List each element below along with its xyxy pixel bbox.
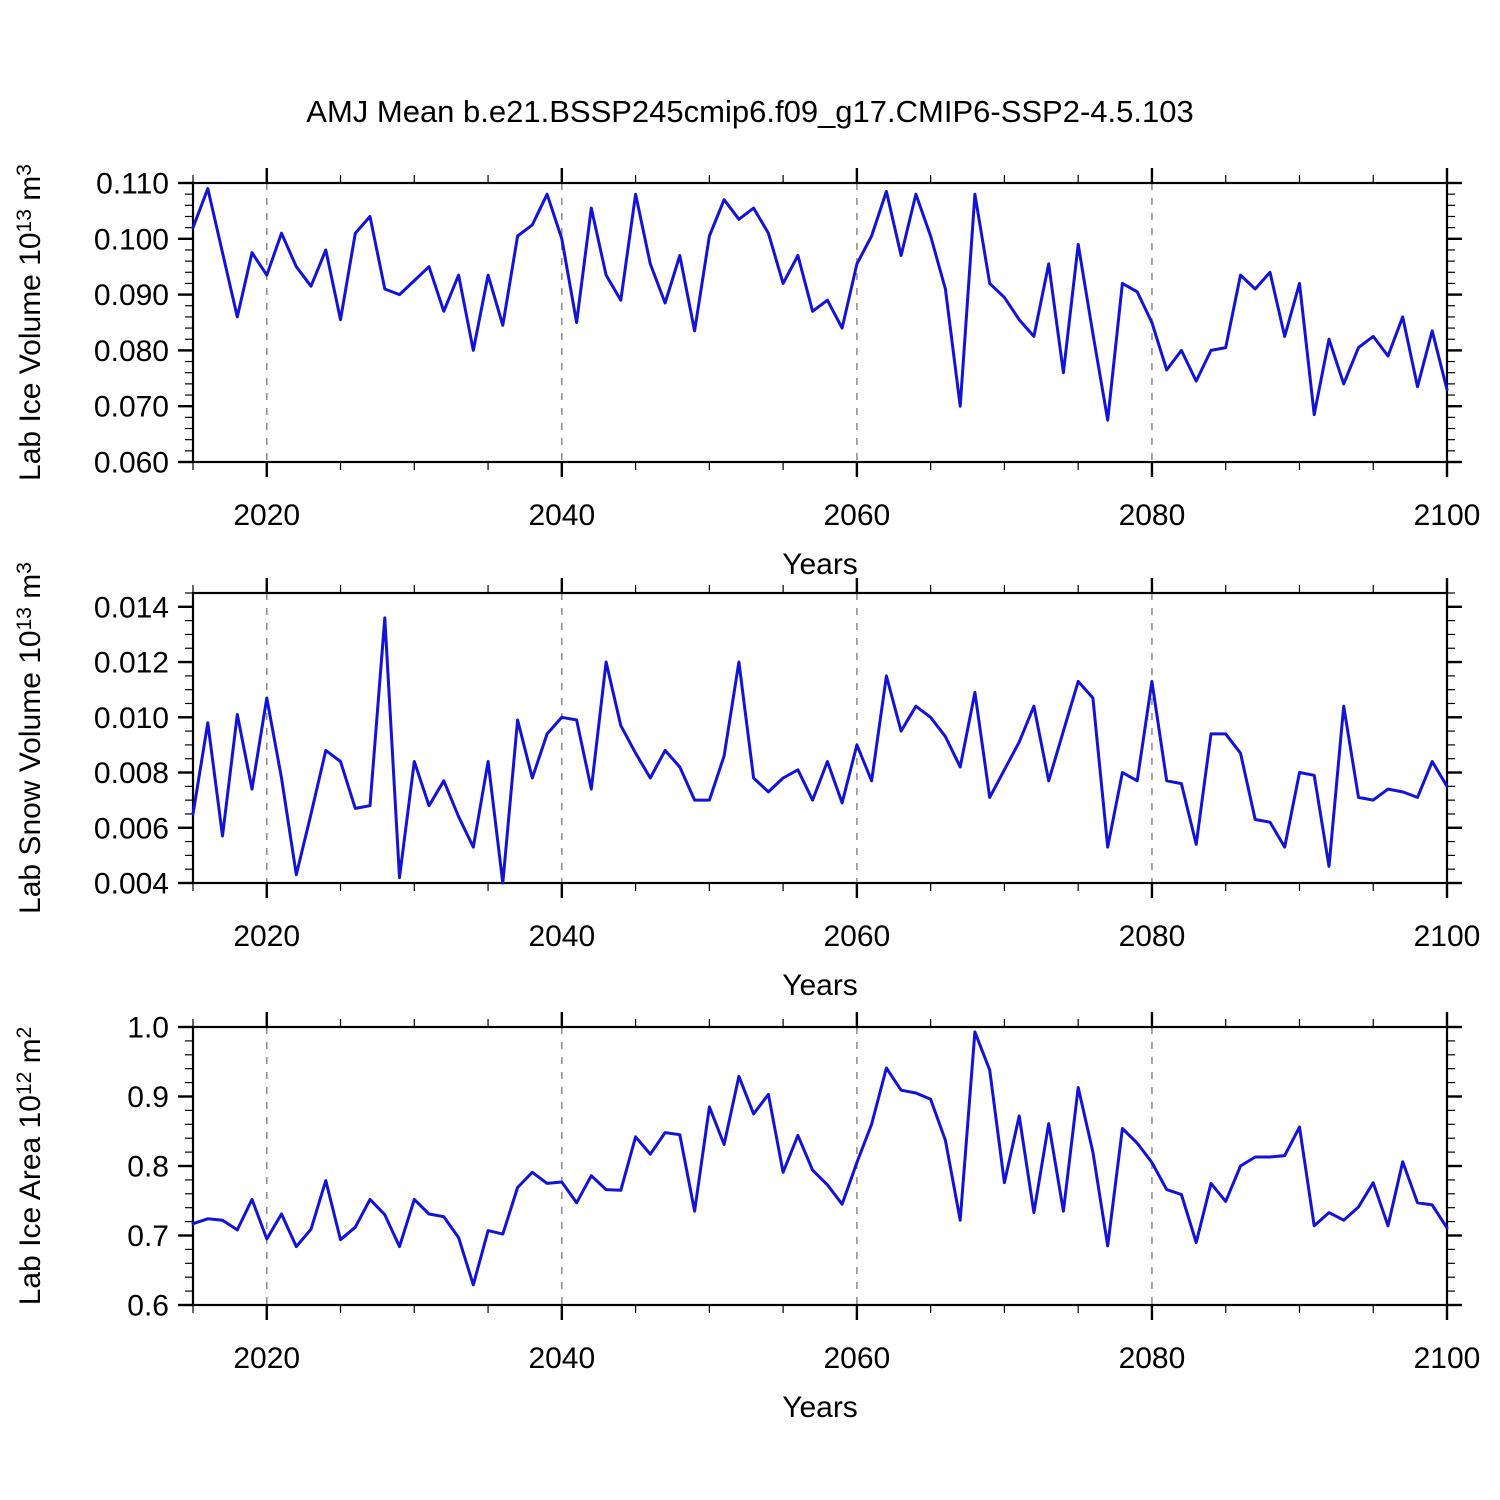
- y-axis-label: Lab Snow Volume 1013 m3: [13, 562, 47, 914]
- x-tick-label: 2020: [233, 920, 300, 953]
- y-tick-label: 0.070: [94, 391, 169, 424]
- x-tick-label: 2020: [233, 499, 300, 532]
- x-tick-label: 2080: [1119, 1342, 1186, 1375]
- figure-title: AMJ Mean b.e21.BSSP245cmip6.f09_g17.CMIP…: [306, 94, 1193, 129]
- y-tick-label: 0.004: [94, 868, 169, 901]
- y-tick-label: 0.6: [127, 1290, 169, 1323]
- y-tick-label: 0.014: [94, 591, 169, 624]
- chart-root: 0.060 0.070 0.080 0.090 0.100 0.110 2020 2040 20…: [13, 164, 1480, 1424]
- x-tick-label: 2040: [528, 1342, 595, 1375]
- x-tick-label: 2080: [1119, 920, 1186, 953]
- x-tick-label: 2080: [1119, 499, 1186, 532]
- x-axis-label: Years: [782, 969, 858, 1002]
- y-tick-label: 0.9: [127, 1081, 169, 1114]
- y-tick-label: 0.010: [94, 702, 169, 735]
- x-tick-label: 2020: [233, 1342, 300, 1375]
- y-tick-label: 0.110: [96, 168, 169, 201]
- y-tick-label: 0.7: [127, 1220, 169, 1253]
- y-tick-label: 0.008: [94, 757, 169, 790]
- plot-frame: [191, 181, 1449, 464]
- x-tick-label: 2100: [1414, 499, 1481, 532]
- lab-ice-volume-line: [191, 187, 1449, 422]
- panel-lab-ice-area: 0.6 0.7 0.8 0.9 1.0 2020 2040 2060 2080 2100 Years…: [13, 1012, 1480, 1425]
- x-tick-label: 2100: [1414, 1342, 1481, 1375]
- plot-frame: [191, 1025, 1449, 1307]
- x-tick-label: 2040: [528, 499, 595, 532]
- x-tick-label: 2060: [824, 920, 891, 953]
- panel-lab-snow-volume: 0.004 0.006 0.008 0.010 0.012 0.014 2020 2040 20…: [13, 562, 1480, 1002]
- lab-ice-area-line: [191, 1030, 1449, 1287]
- x-tick-label: 2100: [1414, 920, 1481, 953]
- y-tick-label: 0.012: [94, 647, 169, 680]
- x-axis-label: Years: [782, 1391, 858, 1424]
- plot-frame: [191, 591, 1449, 885]
- y-tick-label: 1.0: [127, 1012, 169, 1045]
- y-axis-label: Lab Ice Volume 1013 m3: [13, 164, 47, 481]
- y-tick-label: 0.080: [94, 335, 169, 368]
- lab-snow-volume-line: [191, 616, 1449, 885]
- y-tick-label: 0.100: [94, 223, 169, 256]
- x-tick-label: 2040: [528, 920, 595, 953]
- y-tick-label: 0.8: [127, 1151, 169, 1184]
- x-axis-label: Years: [782, 548, 858, 581]
- y-tick-label: 0.006: [94, 812, 169, 845]
- y-tick-label: 0.060: [94, 447, 169, 480]
- x-tick-label: 2060: [824, 1342, 891, 1375]
- y-axis-label: Lab Ice Area 1012 m2: [13, 1027, 47, 1306]
- y-tick-label: 0.090: [94, 279, 169, 312]
- panel-lab-ice-volume: 0.060 0.070 0.080 0.090 0.100 0.110 2020 2040 20…: [13, 164, 1480, 581]
- x-tick-label: 2060: [824, 499, 891, 532]
